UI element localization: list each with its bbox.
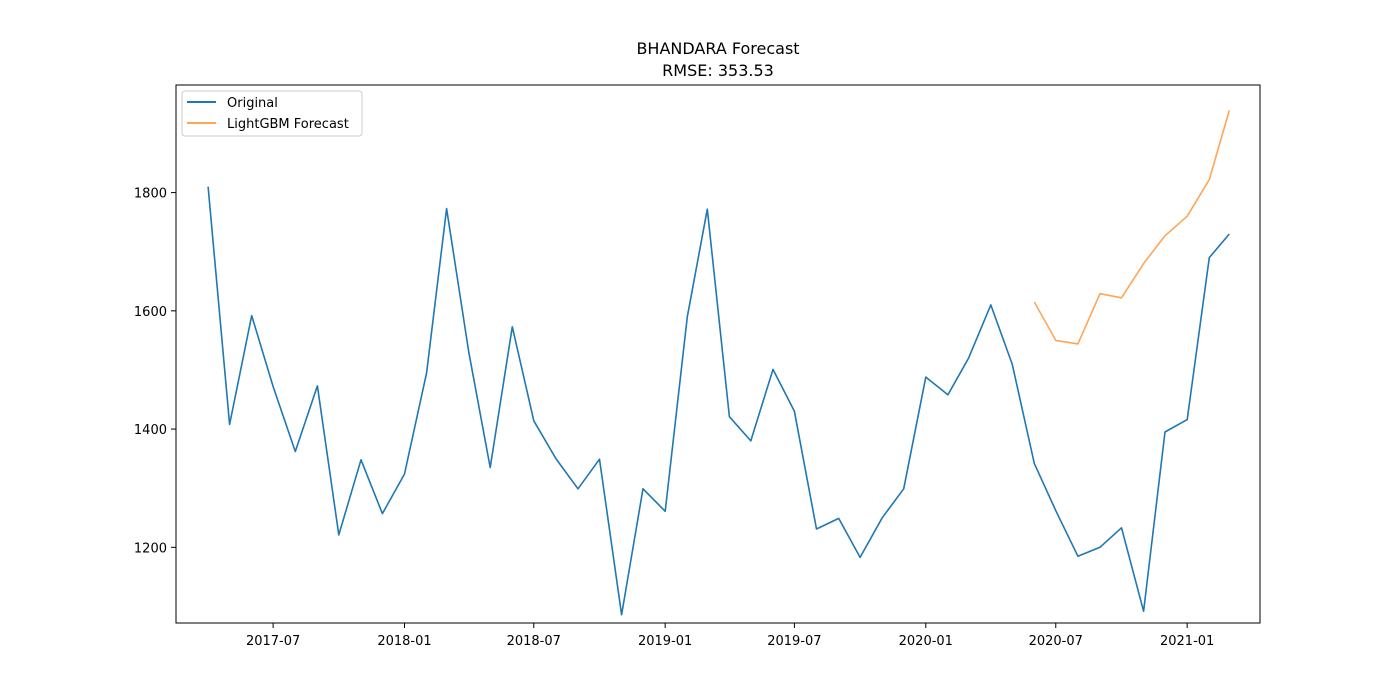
chart-title: BHANDARA Forecast	[636, 39, 799, 58]
chart-subtitle: RMSE: 353.53	[662, 61, 774, 80]
x-tick-label: 2019-07	[767, 634, 821, 649]
plot-frame	[175, 84, 1261, 624]
legend: Original LightGBM Forecast	[181, 90, 363, 137]
y-axis: 1200 1400 1600 1800	[134, 187, 176, 556]
x-tick-label: 2020-07	[1029, 634, 1083, 649]
x-tick-label: 2017-07	[246, 634, 300, 649]
y-tick-label: 1400	[134, 423, 167, 438]
legend-label-forecast: LightGBM Forecast	[227, 117, 349, 132]
x-tick-label: 2018-01	[377, 634, 431, 649]
series-line-original	[207, 186, 1230, 616]
legend-box	[181, 90, 363, 137]
y-tick-label: 1200	[134, 541, 167, 556]
legend-label-original: Original	[227, 96, 278, 111]
y-tick-label: 1800	[134, 187, 167, 202]
plot-lines	[207, 110, 1231, 616]
x-axis: 2017-07 2018-01 2018-07 2019-01 2019-07 2020-…	[246, 623, 1214, 649]
x-tick-label: 2020-01	[899, 634, 953, 649]
y-tick-label: 1600	[134, 305, 167, 320]
x-tick-label: 2019-01	[638, 634, 692, 649]
x-tick-label: 2018-07	[507, 634, 561, 649]
series-line-forecast	[1033, 110, 1231, 345]
x-tick-label: 2021-01	[1160, 634, 1214, 649]
